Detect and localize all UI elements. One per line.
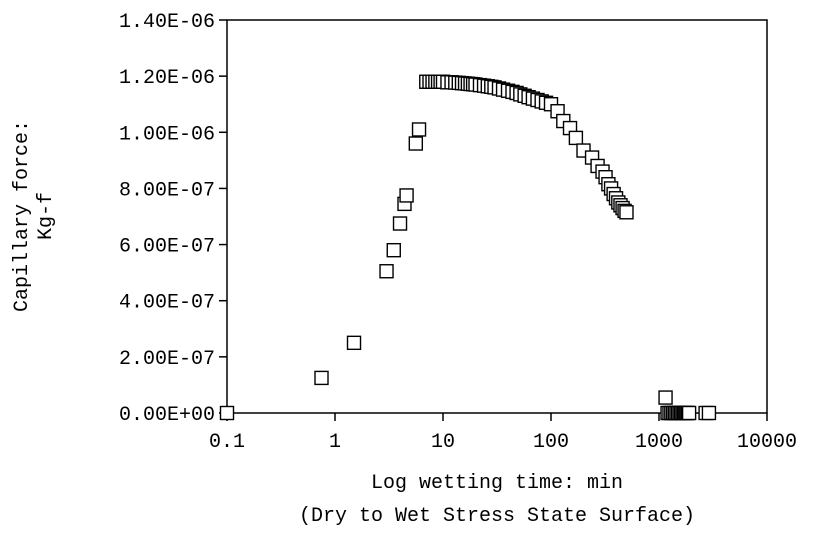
data-point [314, 370, 329, 386]
y-tick-label: 1.20E-06 [119, 67, 215, 90]
x-tick-label: 10 [431, 431, 455, 454]
x-tick-label: 0.1 [209, 431, 245, 454]
data-point [392, 216, 408, 231]
x-axis-subtitle: (Dry to Wet Stress State Surface) [299, 505, 695, 528]
data-point [408, 136, 424, 151]
data-point [658, 390, 673, 405]
y-tick-label: 8.00E-07 [119, 179, 215, 202]
data-point [219, 405, 235, 421]
data-point [568, 130, 584, 146]
x-tick-label: 100 [533, 431, 569, 454]
data-point [399, 188, 414, 203]
data-point [346, 335, 362, 351]
x-axis-ticks: 0.1 1 10 100 1000 10000 [209, 413, 797, 454]
y-tick-label: 0.00E+00 [119, 404, 215, 427]
y-tick-label: 4.00E-07 [119, 292, 215, 315]
data-point [619, 205, 634, 220]
y-tick-label: 6.00E-07 [119, 236, 215, 259]
y-tick-label: 1.40E-06 [119, 11, 215, 34]
data-point [379, 264, 394, 279]
data-point [411, 122, 427, 137]
data-point [701, 405, 717, 421]
y-axis-ticks: 0.00E+00 2.00E-07 4.00E-07 6.00E-07 8.00E-07… [119, 11, 227, 427]
plot-area [226, 19, 768, 414]
y-axis-title: Capillary force: [11, 120, 34, 312]
x-tick-label: 10000 [737, 431, 797, 454]
x-tick-label: 1000 [635, 431, 683, 454]
data-point [681, 405, 697, 421]
y-axis-subtitle: Kg-f [35, 192, 58, 240]
x-tick-label: 1 [329, 431, 341, 454]
data-point [386, 242, 401, 258]
y-tick-label: 2.00E-07 [119, 348, 215, 371]
data-points [219, 74, 717, 421]
x-axis-title: Log wetting time: min [371, 472, 623, 495]
y-tick-label: 1.00E-06 [119, 123, 215, 146]
